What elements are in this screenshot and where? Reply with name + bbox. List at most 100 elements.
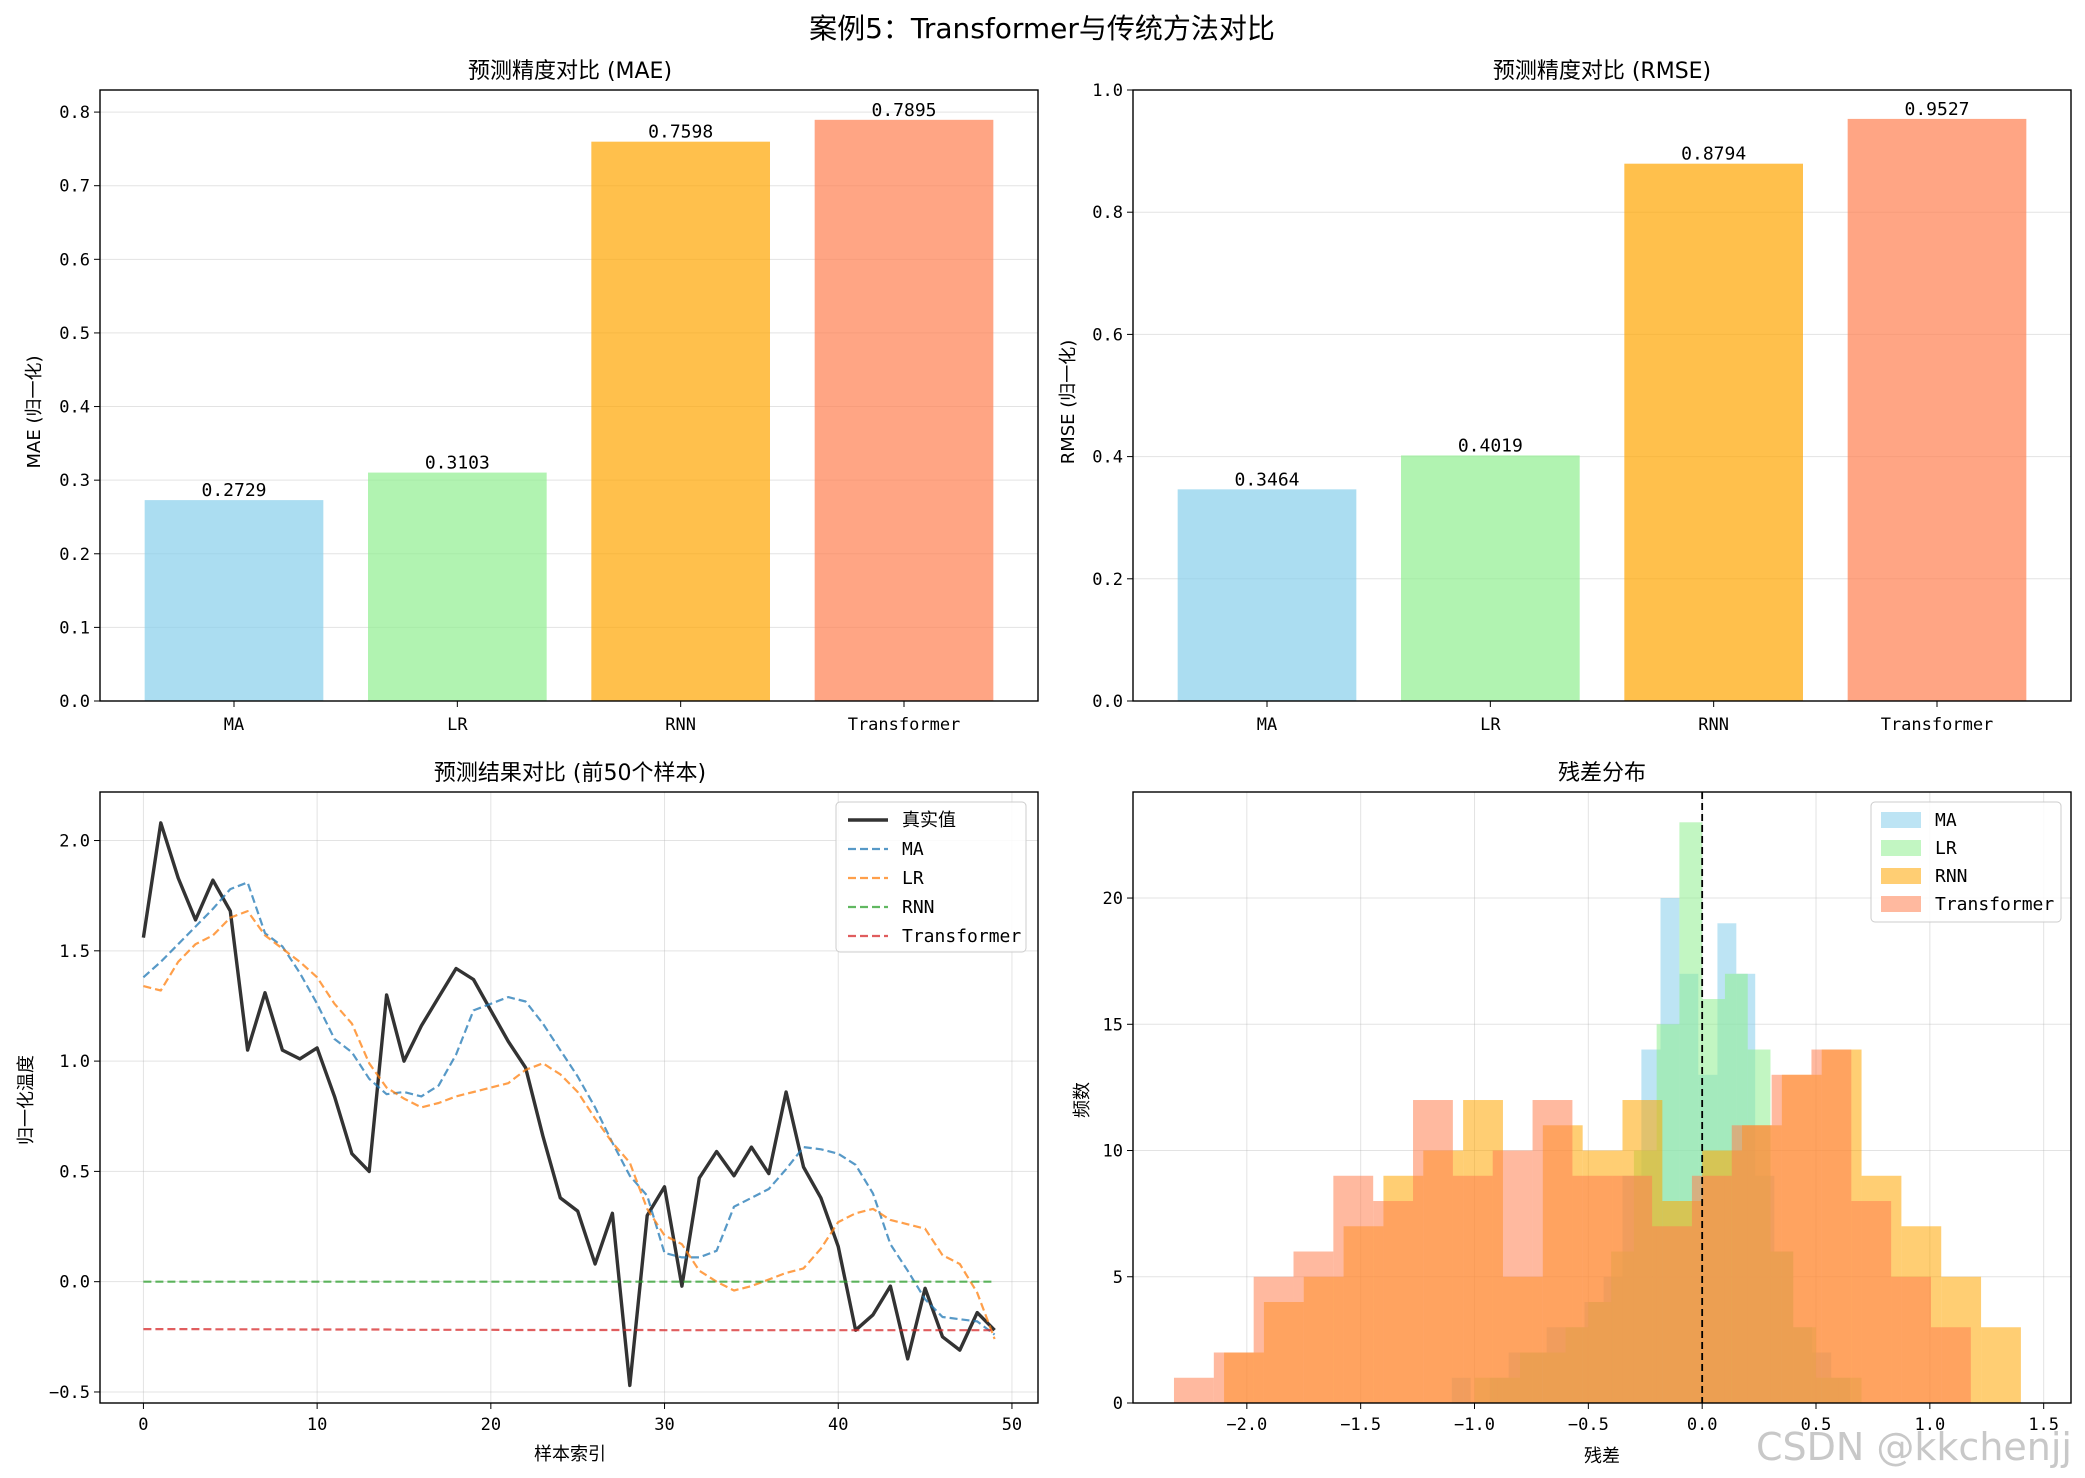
prediction-x-tick-label: 30 bbox=[654, 1415, 674, 1435]
residual-bin-transformer bbox=[1532, 1100, 1573, 1403]
prediction-x-tick-label: 20 bbox=[481, 1415, 501, 1435]
mae-value-label-lr: 0.3103 bbox=[425, 453, 490, 474]
residual-bin-transformer bbox=[1891, 1276, 1931, 1403]
residual-bin-transformer bbox=[1771, 1074, 1812, 1403]
residual-chart-title: 残差分布 bbox=[1558, 761, 1646, 786]
residual-bin-transformer bbox=[1373, 1201, 1414, 1403]
prediction-legend-label-3: RNN bbox=[902, 897, 935, 918]
prediction-y-axis-label: 归一化温度 bbox=[16, 1055, 37, 1145]
residual-bin-transformer bbox=[1691, 1175, 1732, 1403]
residual-bin-transformer bbox=[1413, 1100, 1453, 1403]
residual-bin-transformer bbox=[1452, 1175, 1493, 1403]
prediction-x-tick-label: 40 bbox=[828, 1415, 848, 1435]
mae-value-label-ma: 0.2729 bbox=[201, 480, 266, 501]
watermark: CSDN @kkchenjj bbox=[1756, 1425, 2072, 1469]
residual-bin-transformer bbox=[1572, 1175, 1613, 1403]
mae-y-tick-label: 0.8 bbox=[59, 103, 90, 123]
rmse-value-label-lr: 0.4019 bbox=[1458, 435, 1523, 456]
residual-legend-box bbox=[1870, 801, 2062, 923]
residual-x-tick-label: −0.5 bbox=[1568, 1415, 1609, 1435]
mae-bar-lr bbox=[368, 472, 547, 701]
residual-x-axis-label: 残差 bbox=[1584, 1446, 1620, 1467]
rmse-x-tick-label-ma: MA bbox=[1257, 715, 1277, 735]
residual-bin-transformer bbox=[1930, 1327, 1971, 1403]
rmse-bar-chart: 预测精度对比 (RMSE) RMSE (归一化) 0.0 0.2 0.4 0.6 0.8… bbox=[1058, 59, 2072, 735]
residual-legend: MA LR RNN Transformer bbox=[1870, 801, 2062, 923]
rmse-x-tick-label-rnn: RNN bbox=[1698, 715, 1729, 735]
residual-y-tick-label: 10 bbox=[1103, 1142, 1123, 1162]
prediction-legend: 真实值 MA LR RNN Transformer bbox=[835, 801, 1027, 953]
prediction-series-transformer bbox=[143, 1327, 995, 1332]
residual-bin-transformer bbox=[1492, 1150, 1533, 1403]
residual-legend-label-lr: LR bbox=[1935, 838, 1957, 859]
prediction-y-tick-label: 2.0 bbox=[59, 832, 90, 852]
mae-axes-frame bbox=[99, 89, 1039, 702]
prediction-series-true-value bbox=[141, 821, 996, 1388]
residual-bin-transformer bbox=[1293, 1251, 1334, 1403]
residual-y-tick-label: 5 bbox=[1113, 1268, 1123, 1288]
mae-y-tick-label: 0.0 bbox=[59, 692, 90, 712]
rmse-bar-lr bbox=[1401, 455, 1580, 701]
residual-bin-transformer bbox=[1652, 1226, 1692, 1403]
prediction-y-tick-label: 0.0 bbox=[59, 1273, 90, 1293]
prediction-series-lr bbox=[143, 909, 996, 1340]
residual-axes-frame bbox=[1132, 791, 2072, 1404]
prediction-y-tick-label: −0.5 bbox=[49, 1383, 90, 1403]
rmse-y-tick-label: 0.0 bbox=[1092, 692, 1123, 712]
rmse-chart-title: 预测精度对比 (RMSE) bbox=[1493, 59, 1711, 84]
residual-bin-transformer bbox=[1333, 1175, 1374, 1403]
rmse-bar-rnn bbox=[1624, 163, 1803, 702]
rmse-bar-transformer bbox=[1847, 118, 2027, 702]
residual-x-tick-label: −2.0 bbox=[1226, 1415, 1267, 1435]
residual-y-tick-label: 15 bbox=[1103, 1015, 1123, 1035]
mae-x-tick-label-ma: MA bbox=[224, 715, 244, 735]
mae-y-tick-label: 0.1 bbox=[59, 618, 90, 638]
prediction-legend-label-4: Transformer bbox=[902, 926, 1021, 947]
prediction-x-tick-label: 50 bbox=[1002, 1415, 1022, 1435]
mae-y-tick-label: 0.3 bbox=[59, 471, 90, 491]
rmse-y-axis-label: RMSE (归一化) bbox=[1058, 340, 1079, 465]
residual-bin-transformer bbox=[1213, 1352, 1254, 1403]
mae-y-tick-label: 0.6 bbox=[59, 250, 90, 270]
rmse-y-tick-label: 0.6 bbox=[1092, 325, 1123, 345]
residual-y-tick-label: 0 bbox=[1113, 1394, 1123, 1414]
rmse-y-tick-label: 0.8 bbox=[1092, 203, 1123, 223]
rmse-x-tick-label-lr: LR bbox=[1480, 715, 1501, 735]
residual-legend-swatch-transformer bbox=[1881, 896, 1921, 912]
residual-y-axis-label: 频数 bbox=[1072, 1082, 1093, 1118]
rmse-x-tick-label-transformer: Transformer bbox=[1881, 715, 1994, 735]
residual-y-tick-label: 20 bbox=[1103, 889, 1123, 909]
mae-y-tick-label: 0.2 bbox=[59, 545, 90, 565]
residual-legend-label-rnn: RNN bbox=[1935, 866, 1968, 887]
rmse-value-label-rnn: 0.8794 bbox=[1681, 144, 1746, 165]
mae-bar-rnn bbox=[591, 141, 770, 701]
residual-bin-transformer bbox=[1811, 1049, 1852, 1403]
rmse-value-label-transformer: 0.9527 bbox=[1904, 99, 1969, 120]
prediction-legend-label-0: 真实值 bbox=[902, 810, 956, 831]
mae-x-tick-label-lr: LR bbox=[447, 715, 468, 735]
mae-bar-chart: 预测精度对比 (MAE) MAE (归一化) 0.0 0.1 0.2 0.3 0.4 0.… bbox=[24, 59, 1039, 735]
residual-x-tick-label: 1.5 bbox=[2028, 1415, 2059, 1435]
residual-x-tick-label: 0.5 bbox=[1801, 1415, 1832, 1435]
residual-bin-transformer bbox=[1851, 1201, 1892, 1403]
residual-bin-transformer bbox=[1173, 1377, 1214, 1403]
figure-title: 案例5：Transformer与传统方法对比 bbox=[809, 12, 1275, 45]
mae-y-axis-label: MAE (归一化) bbox=[24, 356, 45, 469]
rmse-y-tick-label: 1.0 bbox=[1092, 81, 1123, 101]
prediction-y-tick-label: 0.5 bbox=[59, 1162, 90, 1182]
rmse-y-tick-label: 0.4 bbox=[1092, 448, 1123, 468]
prediction-line-chart: 预测结果对比 (前50个样本) 样本索引 归一化温度 0 10 20 30 40 50 −0… bbox=[16, 761, 1039, 1465]
residual-legend-swatch-rnn bbox=[1881, 868, 1921, 884]
prediction-legend-box bbox=[835, 801, 1027, 953]
residual-legend-swatch-ma bbox=[1881, 812, 1921, 828]
residual-bin-transformer bbox=[1731, 1125, 1772, 1403]
prediction-x-axis-label: 样本索引 bbox=[534, 1444, 606, 1465]
mae-y-tick-label: 0.4 bbox=[59, 398, 90, 418]
mae-bar-ma bbox=[144, 500, 324, 701]
residual-bin-transformer bbox=[1612, 1175, 1653, 1403]
residual-bin-rnn bbox=[1981, 1327, 2021, 1403]
mae-x-tick-label-transformer: Transformer bbox=[848, 715, 961, 735]
mae-bar-transformer bbox=[814, 119, 994, 702]
residual-legend-swatch-lr bbox=[1881, 840, 1921, 856]
